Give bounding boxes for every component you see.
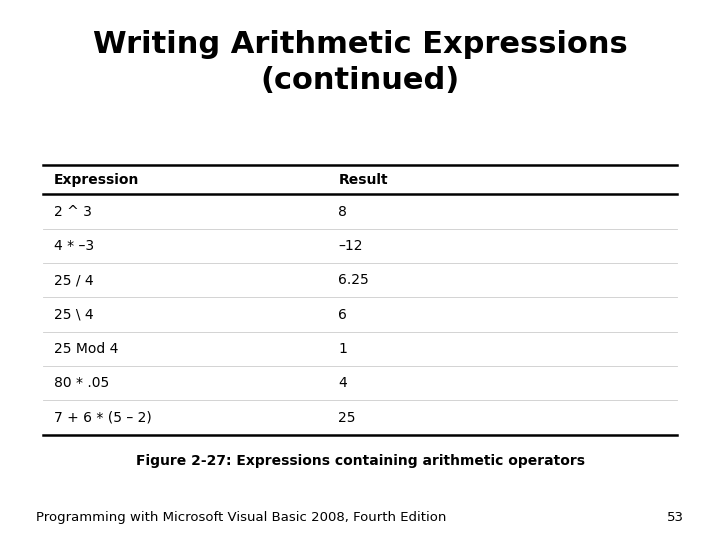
Text: 4 * –3: 4 * –3: [54, 239, 94, 253]
Text: 8: 8: [338, 205, 347, 219]
Text: 25: 25: [338, 410, 356, 424]
Text: (continued): (continued): [261, 66, 459, 95]
Text: 80 * .05: 80 * .05: [54, 376, 109, 390]
Text: Expression: Expression: [54, 173, 140, 186]
Text: 6.25: 6.25: [338, 273, 369, 287]
Text: 4: 4: [338, 376, 347, 390]
Text: Result: Result: [338, 173, 388, 186]
Text: 25 \ 4: 25 \ 4: [54, 308, 94, 321]
Text: 6: 6: [338, 308, 347, 321]
Text: 25 / 4: 25 / 4: [54, 273, 94, 287]
Text: Figure 2-27: Expressions containing arithmetic operators: Figure 2-27: Expressions containing arit…: [135, 454, 585, 468]
Text: 2 ^ 3: 2 ^ 3: [54, 205, 92, 219]
Text: Writing Arithmetic Expressions: Writing Arithmetic Expressions: [93, 30, 627, 59]
Text: 7 + 6 * (5 – 2): 7 + 6 * (5 – 2): [54, 410, 152, 424]
Text: 53: 53: [667, 511, 684, 524]
Text: 25 Mod 4: 25 Mod 4: [54, 342, 118, 356]
Text: Programming with Microsoft Visual Basic 2008, Fourth Edition: Programming with Microsoft Visual Basic …: [36, 511, 446, 524]
Text: 1: 1: [338, 342, 347, 356]
Text: –12: –12: [338, 239, 363, 253]
